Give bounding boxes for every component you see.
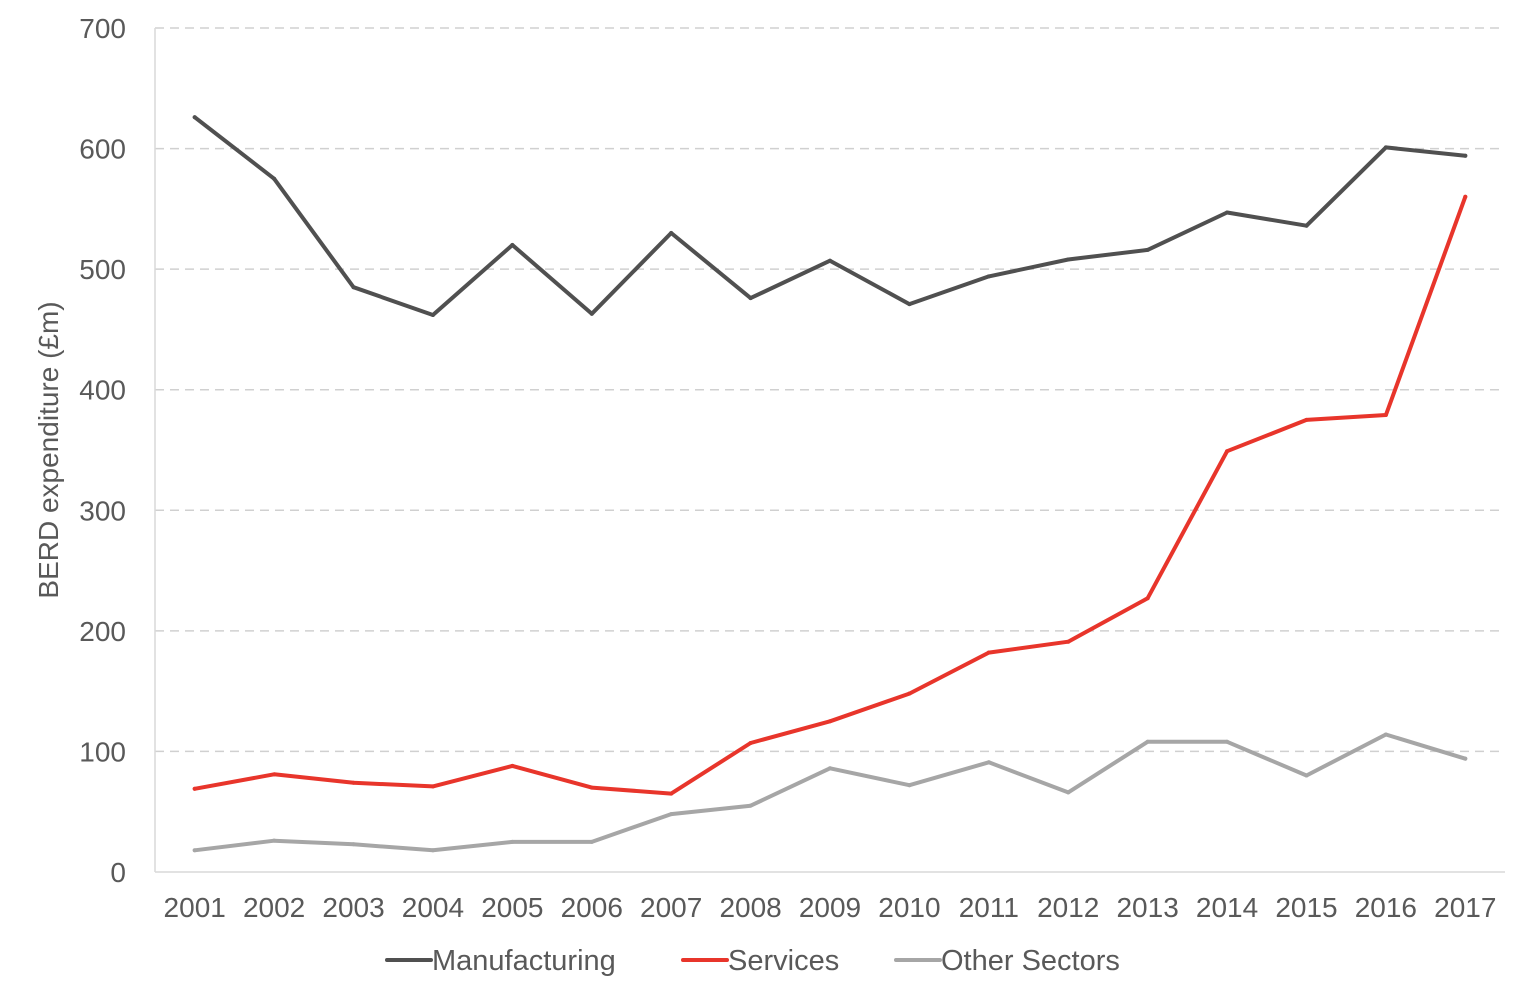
data-point	[430, 848, 435, 853]
legend-label: Other Sectors	[941, 945, 1120, 977]
data-point	[1304, 223, 1309, 228]
x-tick-label: 2014	[1196, 892, 1258, 923]
x-axis-ticks: 2001 2002 2003 2004 2005 2006 2007 2008 2009 2010…	[164, 892, 1497, 923]
legend-item: Services	[681, 945, 839, 977]
data-point	[510, 839, 515, 844]
x-tick-label: 2002	[243, 892, 305, 923]
x-tick-label: 2015	[1275, 892, 1337, 923]
data-point	[430, 784, 435, 789]
x-tick-label: 2007	[640, 892, 702, 923]
series-lines	[192, 115, 1468, 853]
x-tick-label: 2012	[1037, 892, 1099, 923]
y-tick-label: 700	[79, 13, 126, 44]
y-axis-title: BERD expenditure (£m)	[33, 301, 64, 598]
series-manufacturing	[192, 115, 1468, 317]
series-line	[192, 115, 1468, 317]
x-tick-label: 2010	[878, 892, 940, 923]
series-other-sectors	[192, 732, 1468, 853]
data-point	[1463, 153, 1468, 158]
data-point	[272, 772, 277, 777]
y-tick-label: 100	[79, 736, 126, 767]
legend-label: Services	[728, 945, 839, 977]
x-tick-label: 2004	[402, 892, 464, 923]
x-tick-label: 2001	[164, 892, 226, 923]
data-point	[1145, 739, 1150, 744]
y-tick-label: 500	[79, 254, 126, 285]
x-tick-label: 2013	[1116, 892, 1178, 923]
legend-item: Other Sectors	[894, 945, 1120, 977]
data-point	[1225, 739, 1230, 744]
data-point	[828, 258, 832, 263]
data-point	[1383, 413, 1388, 418]
data-point	[510, 763, 515, 768]
x-tick-label: 2008	[719, 892, 781, 923]
x-tick-label: 2009	[799, 892, 861, 923]
data-point	[589, 785, 594, 790]
data-point	[351, 842, 356, 847]
data-point	[669, 812, 674, 817]
y-axis-ticks: 0 100 200 300 400 500 600 700	[79, 13, 126, 888]
x-tick-label: 2006	[561, 892, 623, 923]
data-point	[1066, 790, 1071, 795]
series-line	[192, 194, 1468, 796]
data-point	[589, 839, 594, 844]
data-point	[1066, 257, 1071, 262]
data-point	[748, 803, 753, 808]
data-point	[192, 115, 197, 120]
data-point	[748, 296, 753, 301]
legend: Manufacturing Services Other Sectors	[385, 945, 1120, 977]
data-point	[351, 285, 356, 290]
y-tick-label: 300	[79, 495, 126, 526]
data-point	[192, 786, 197, 791]
data-point	[828, 766, 832, 771]
data-point	[986, 760, 991, 765]
data-point	[1304, 773, 1309, 778]
y-tick-label: 200	[79, 616, 126, 647]
data-point	[1225, 210, 1230, 215]
data-point	[907, 783, 912, 788]
data-point	[1225, 449, 1230, 454]
data-point	[669, 791, 674, 796]
data-point	[986, 650, 991, 655]
axes	[154, 28, 1505, 873]
data-point	[986, 274, 991, 279]
data-point	[1383, 732, 1388, 737]
data-point	[907, 302, 912, 307]
legend-label: Manufacturing	[432, 945, 616, 977]
data-point	[1463, 194, 1468, 199]
x-tick-label: 2016	[1355, 892, 1417, 923]
data-point	[272, 838, 277, 843]
data-point	[589, 311, 594, 316]
y-tick-label: 400	[79, 375, 126, 406]
data-point	[1145, 247, 1150, 252]
data-point	[907, 691, 912, 696]
series-services	[192, 194, 1468, 796]
data-point	[1304, 417, 1309, 422]
data-point	[351, 780, 356, 785]
y-tick-label: 0	[110, 857, 126, 888]
y-tick-label: 600	[79, 134, 126, 165]
gridlines	[155, 27, 1505, 753]
x-tick-label: 2005	[481, 892, 543, 923]
data-point	[828, 719, 832, 724]
data-point	[510, 243, 515, 248]
legend-item: Manufacturing	[385, 945, 616, 977]
data-point	[669, 230, 674, 235]
x-tick-label: 2011	[959, 892, 1019, 923]
data-point	[748, 740, 753, 745]
x-tick-label: 2003	[322, 892, 384, 923]
data-point	[192, 848, 197, 853]
data-point	[272, 176, 277, 181]
data-point	[1383, 145, 1388, 150]
x-tick-label: 2017	[1434, 892, 1496, 923]
data-point	[1145, 596, 1150, 601]
data-point	[1463, 756, 1468, 761]
data-point	[430, 312, 435, 317]
data-point	[1066, 639, 1071, 644]
